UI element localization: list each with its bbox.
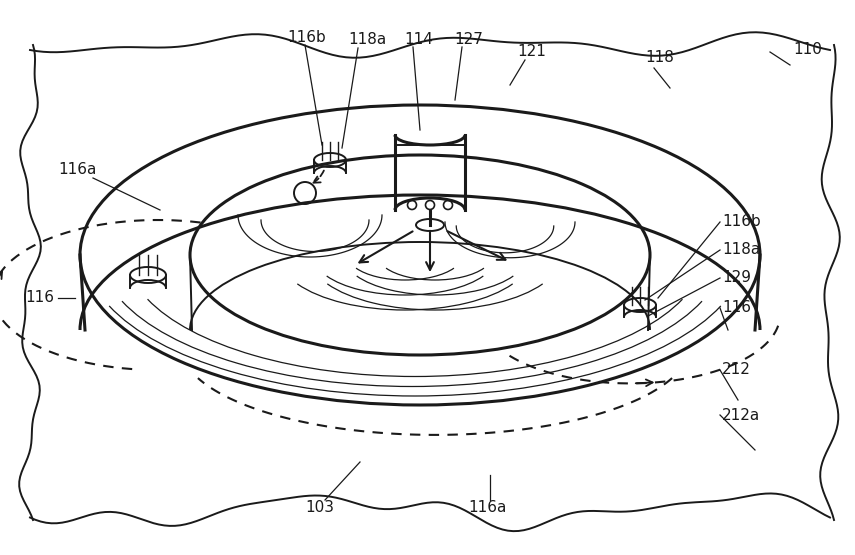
Text: 116b: 116b xyxy=(287,31,326,46)
Text: 212a: 212a xyxy=(722,407,760,422)
Text: 110: 110 xyxy=(793,43,822,58)
Text: 116a: 116a xyxy=(468,501,506,516)
Text: 129: 129 xyxy=(722,270,751,285)
Text: 116: 116 xyxy=(722,300,751,315)
Text: 127: 127 xyxy=(454,33,483,48)
Text: 116b: 116b xyxy=(722,214,761,230)
Text: 121: 121 xyxy=(517,44,545,59)
Text: 116: 116 xyxy=(25,290,54,305)
Text: 118: 118 xyxy=(645,51,674,65)
Text: 212: 212 xyxy=(722,362,751,377)
Text: 103: 103 xyxy=(305,501,334,516)
Text: 114: 114 xyxy=(404,33,433,48)
Text: 118a: 118a xyxy=(348,33,386,48)
Text: 116a: 116a xyxy=(58,163,97,178)
Text: 118a: 118a xyxy=(722,243,760,258)
